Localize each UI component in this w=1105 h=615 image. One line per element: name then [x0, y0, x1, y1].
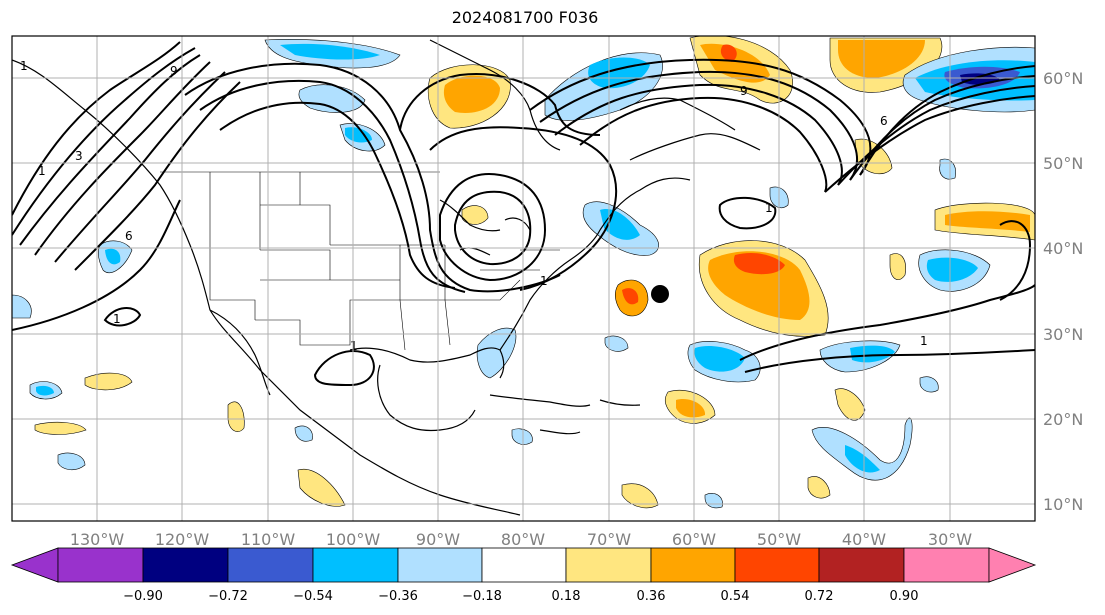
svg-text:9: 9 [170, 64, 178, 78]
lon-label: 30°W [928, 530, 972, 549]
colorbar-segment [481, 547, 567, 583]
colorbar-segment [142, 547, 229, 583]
lon-label: 120°W [155, 530, 210, 549]
map-title: 2024081700 F036 [451, 8, 599, 27]
colorbar-segment [734, 547, 820, 583]
colorbar-ticks: −0.90 −0.72 −0.54 −0.36 −0.18 0.18 0.36 … [123, 589, 918, 604]
colorbar-tick-label: −0.18 [462, 589, 502, 604]
lat-label: 40°N [1043, 239, 1083, 258]
colorbar-segment [565, 547, 652, 583]
colorbar-tick-label: −0.72 [208, 589, 248, 604]
longitude-labels: 130°W 120°W 110°W 100°W 90°W 80°W 70°W 6… [70, 530, 972, 549]
svg-text:1: 1 [20, 59, 28, 73]
colorbar-extend-low [10, 547, 59, 583]
colorbar-segment [903, 547, 990, 583]
svg-text:6: 6 [125, 229, 133, 243]
graticule [12, 36, 1035, 521]
latitude-labels: 60°N 50°N 40°N 30°N 20°N 10°N [1043, 69, 1083, 514]
lat-label: 50°N [1043, 154, 1083, 173]
lon-label: 130°W [70, 530, 125, 549]
contour-labels: 1 1 3 9 6 1 9 6 1 1 1 1 [20, 59, 928, 353]
colorbar-segment [397, 547, 483, 583]
colorbar-tick-label: 0.36 [637, 589, 666, 604]
colorbar-extend-high [988, 547, 1037, 583]
colorbar-segment [650, 547, 736, 583]
colorbar-tick-label: −0.90 [123, 589, 163, 604]
svg-text:1: 1 [540, 274, 548, 288]
storm-center-marker [651, 285, 669, 303]
lat-label: 30°N [1043, 325, 1083, 344]
lon-label: 40°W [842, 530, 886, 549]
colorbar [10, 547, 1037, 583]
colorbar-tick-label: −0.54 [293, 589, 333, 604]
svg-text:1: 1 [920, 334, 928, 348]
lon-label: 50°W [757, 530, 801, 549]
svg-text:3: 3 [75, 149, 83, 163]
colorbar-segment [227, 547, 314, 583]
colorbar-segment [818, 547, 905, 583]
lon-label: 100°W [326, 530, 381, 549]
political-borders [160, 171, 560, 351]
lon-label: 110°W [241, 530, 296, 549]
colorbar-segment [57, 547, 144, 583]
lon-label: 90°W [416, 530, 460, 549]
svg-text:1: 1 [113, 312, 121, 326]
lat-label: 10°N [1043, 495, 1083, 514]
lat-label: 60°N [1043, 69, 1083, 88]
svg-text:1: 1 [350, 339, 358, 353]
lat-label: 20°N [1043, 410, 1083, 429]
colorbar-tick-label: 0.72 [805, 589, 834, 604]
lon-label: 60°W [672, 530, 716, 549]
colorbar-tick-label: 0.54 [721, 589, 750, 604]
colorbar-segment [312, 547, 399, 583]
svg-text:6: 6 [880, 114, 888, 128]
colorbar-tick-label: 0.18 [552, 589, 581, 604]
svg-text:1: 1 [765, 201, 773, 215]
lon-label: 70°W [587, 530, 631, 549]
lon-label: 80°W [501, 530, 545, 549]
svg-text:1: 1 [38, 164, 46, 178]
colorbar-tick-label: 0.90 [890, 589, 919, 604]
anomaly-fills [12, 36, 1035, 509]
colorbar-tick-label: −0.36 [378, 589, 418, 604]
svg-text:9: 9 [740, 84, 748, 98]
map-frame [11, 35, 1036, 522]
